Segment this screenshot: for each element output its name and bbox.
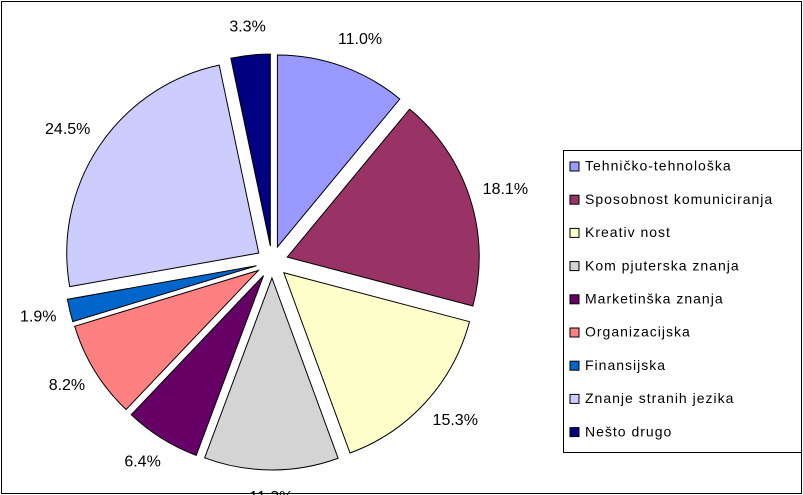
legend-label: Sposobnost komuniciranja	[585, 191, 773, 207]
legend-box	[563, 150, 802, 453]
pie-slice	[130, 275, 264, 457]
legend-swatch	[569, 360, 580, 371]
data-label: 8.2%	[49, 377, 85, 394]
legend-swatch	[569, 294, 580, 305]
legend-label: Kom pjuterska znanja	[585, 257, 740, 273]
data-label: 11.0%	[338, 31, 382, 48]
data-label: 18.1%	[483, 181, 528, 198]
pie-slice	[74, 269, 261, 411]
pie-slice	[283, 272, 471, 454]
legend-label: Znanje stranih jezika	[585, 390, 734, 406]
pie-slice	[276, 54, 401, 249]
data-label: 1.9%	[20, 308, 56, 325]
pie-slice	[204, 276, 339, 471]
legend-label: Nešto drugo	[585, 423, 672, 439]
legend-swatch	[569, 161, 580, 172]
legend-swatch	[569, 227, 580, 238]
pie-slice	[66, 265, 257, 323]
legend-label: Organizacijska	[585, 324, 691, 340]
legend-swatch	[569, 327, 580, 338]
legend-label: Kreativ nost	[585, 224, 671, 240]
pie-slice	[230, 53, 271, 247]
legend-label: Marketinška znanja	[585, 291, 724, 307]
legend-label: Finansijska	[585, 357, 666, 373]
data-label: 24.5%	[45, 121, 90, 138]
data-label: 11.3%	[249, 489, 293, 495]
legend-swatch	[569, 194, 580, 205]
legend-swatch	[569, 261, 580, 272]
legend-swatch	[569, 427, 580, 438]
data-label: 6.4%	[124, 453, 160, 470]
data-label: 3.3%	[229, 18, 265, 35]
data-label: 15.3%	[433, 412, 478, 429]
legend-swatch	[569, 393, 580, 404]
legend-label: Tehničko-tehnološka	[585, 158, 732, 174]
pie-slice	[286, 108, 480, 307]
pie-slice	[66, 64, 260, 288]
